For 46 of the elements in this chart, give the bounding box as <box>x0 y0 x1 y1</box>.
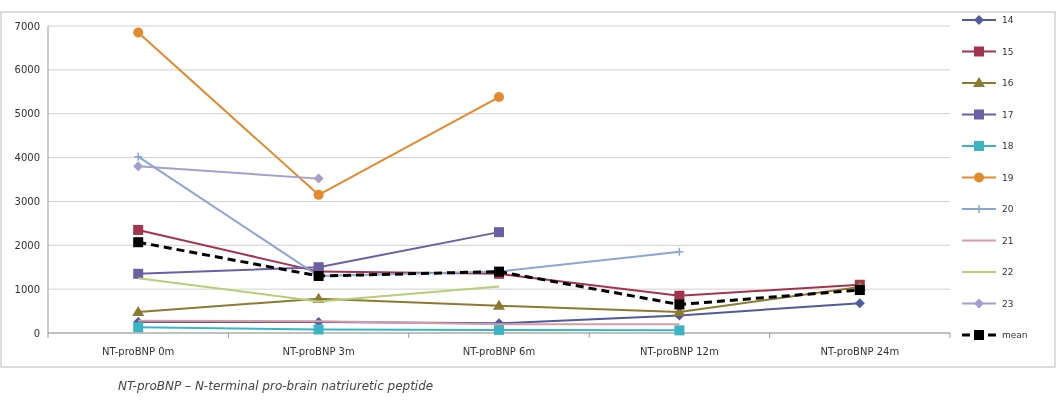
legend-label: mean <box>1002 330 1028 341</box>
point <box>494 324 504 335</box>
legend-label: 17 <box>1002 109 1014 120</box>
point <box>493 299 505 310</box>
point <box>494 227 504 238</box>
point <box>133 161 144 172</box>
legend-label: 22 <box>1002 267 1014 278</box>
x-tick-label: NT-proBNP 12m <box>640 346 719 357</box>
y-tick-label: 1000 <box>14 283 40 295</box>
legend-label: 15 <box>1002 46 1014 57</box>
legend-label: 19 <box>1002 172 1014 183</box>
point <box>313 324 324 335</box>
x-tick-label: NT-proBNP 6m <box>462 346 536 357</box>
point <box>674 325 685 336</box>
text: NT-proBNP – N-terminal pro-brain natriuretic peptide <box>118 379 434 393</box>
point <box>133 237 144 248</box>
point <box>133 322 144 333</box>
point <box>313 189 324 200</box>
y-tick-label: 0 <box>33 327 40 339</box>
point <box>133 151 143 162</box>
legend-label: 23 <box>1002 298 1014 309</box>
point <box>313 262 324 273</box>
point <box>674 299 685 310</box>
point <box>133 224 144 235</box>
y-tick-label: 4000 <box>14 152 40 164</box>
y-tick-label: 5000 <box>14 108 40 120</box>
legend-label: 14 <box>1002 15 1014 26</box>
y-tick-label: 2000 <box>14 239 40 251</box>
point <box>133 27 144 38</box>
y-tick-label: 7000 <box>14 20 40 32</box>
point <box>674 247 685 257</box>
x-tick-label: NT-proBNP 3m <box>282 346 355 357</box>
point <box>494 92 504 103</box>
x-tick-label: NT-proBNP 24m <box>820 346 900 357</box>
legend-label: 20 <box>1002 204 1014 215</box>
x-tick-label: NT-proBNP 0m <box>102 346 175 357</box>
y-tick-label: 6000 <box>14 64 40 76</box>
y-tick-label: 3000 <box>14 195 40 207</box>
point <box>133 268 144 279</box>
point <box>313 173 324 184</box>
legend-label: 18 <box>1002 141 1014 152</box>
legend-label: 16 <box>1002 78 1014 89</box>
point <box>854 298 865 309</box>
point <box>854 285 865 296</box>
point <box>132 305 145 316</box>
legend-label: 21 <box>1002 235 1014 246</box>
